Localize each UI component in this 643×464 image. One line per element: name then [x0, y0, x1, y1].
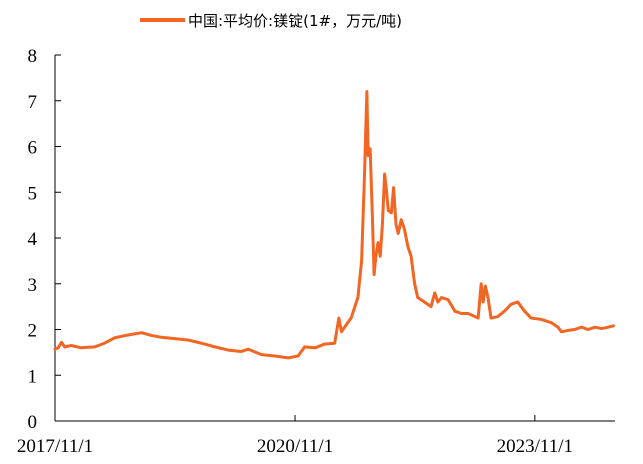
legend: 中国:平均价:镁锭(1#，万元/吨) — [140, 12, 402, 30]
y-tick-label: 2 — [28, 321, 38, 342]
legend-label: 中国:平均价:镁锭(1#，万元/吨) — [188, 12, 402, 30]
y-tick-label: 8 — [28, 46, 38, 67]
x-tick-label: 2023/11/1 — [497, 436, 573, 457]
y-tick-label: 6 — [28, 138, 38, 159]
y-tick-label: 1 — [28, 366, 38, 387]
y-tick-label: 3 — [28, 275, 38, 296]
x-tick-label: 2020/11/1 — [257, 436, 333, 457]
x-tick-label: 2017/11/1 — [17, 436, 93, 457]
y-tick-label: 7 — [28, 92, 38, 113]
y-tick-label: 4 — [28, 229, 38, 250]
y-tick-label: 5 — [28, 183, 38, 204]
series-line — [55, 92, 613, 358]
x-axis: 2017/11/1 2020/11/1 2023/11/1 — [17, 415, 615, 457]
y-tick-label: 0 — [28, 412, 38, 433]
y-axis: 0 1 2 3 4 5 6 7 8 — [28, 46, 62, 433]
